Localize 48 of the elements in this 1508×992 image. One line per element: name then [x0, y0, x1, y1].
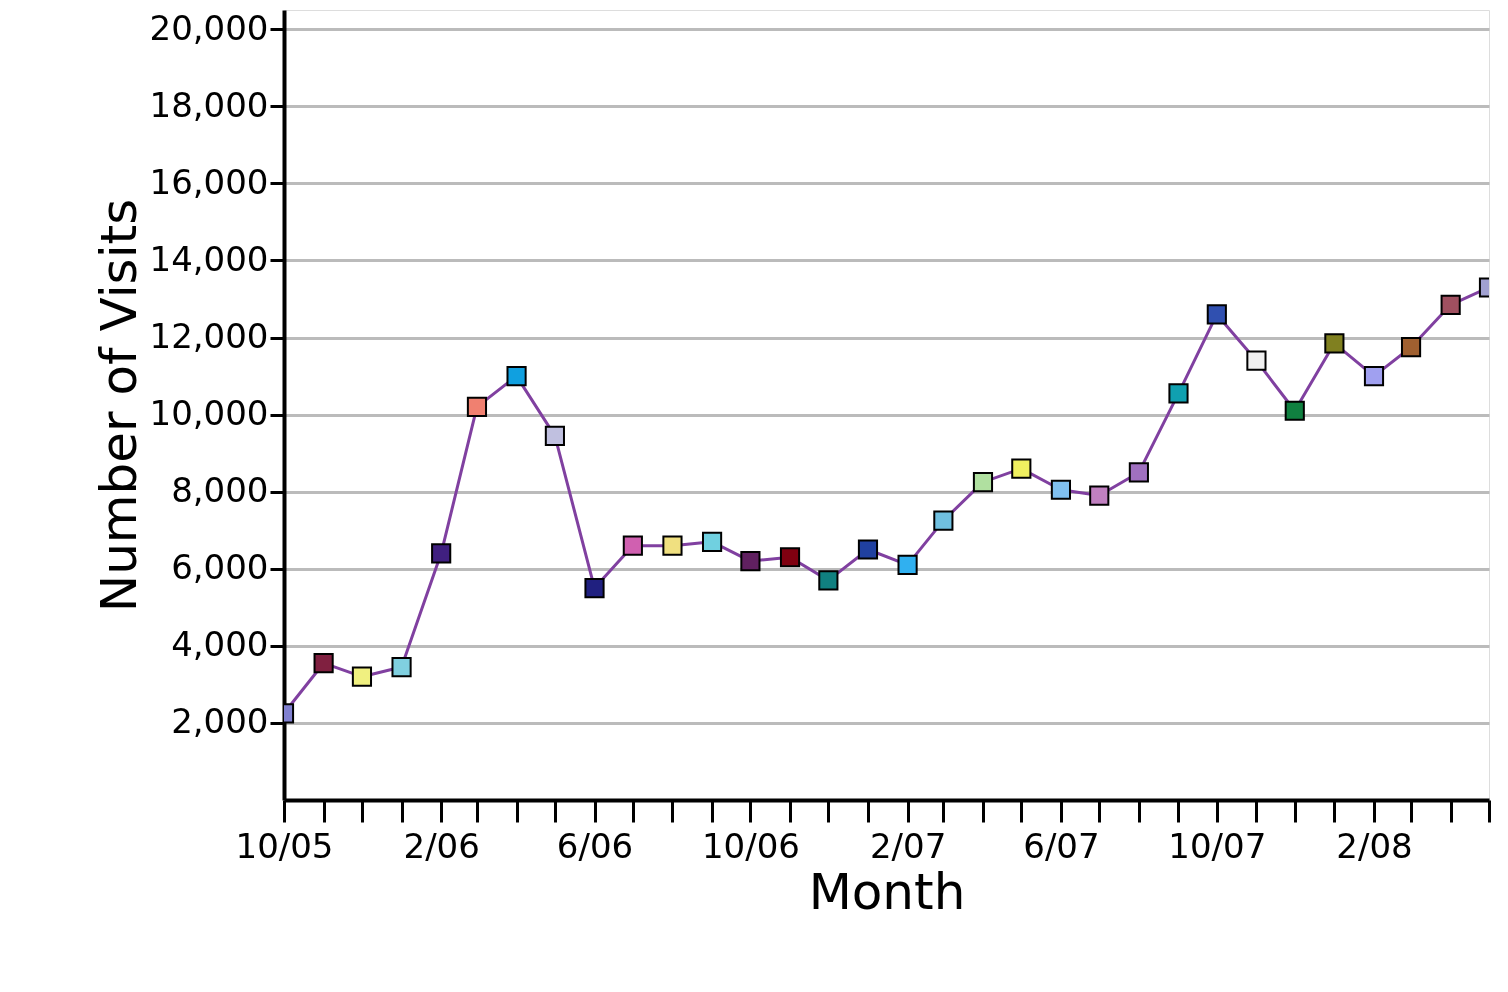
point — [1324, 333, 1345, 354]
y-tick-label: 20,000 — [149, 7, 269, 48]
point — [391, 656, 412, 678]
x-tick-label: 2/08 — [1336, 825, 1413, 866]
point — [1363, 366, 1385, 387]
point — [544, 425, 565, 446]
x-tick-label: 6/07 — [1023, 825, 1100, 866]
point — [1284, 400, 1305, 421]
point — [622, 535, 643, 556]
point — [313, 653, 334, 674]
point — [1206, 304, 1227, 325]
point — [857, 539, 879, 560]
point — [972, 471, 994, 493]
point — [1011, 458, 1032, 479]
y-tick-label: 2,000 — [171, 701, 269, 742]
point — [818, 570, 839, 591]
point — [1400, 337, 1422, 358]
y-tick-label: 8,000 — [171, 470, 269, 511]
point — [701, 531, 723, 552]
point — [933, 510, 954, 531]
point — [1089, 485, 1110, 506]
point — [1128, 462, 1149, 483]
point — [740, 550, 761, 572]
y-axis-title: Number of Visits — [89, 198, 148, 613]
x-tick-label: 6/06 — [556, 825, 634, 866]
y-tick-label: 10,000 — [149, 393, 269, 434]
y-tick-label: 18,000 — [149, 84, 269, 125]
point — [897, 554, 918, 576]
x-tick-label: 10/07 — [1168, 825, 1267, 866]
x-tick-label: 10/05 — [235, 825, 334, 866]
x-tick-label: 10/06 — [701, 825, 800, 866]
point — [1246, 350, 1267, 371]
point — [351, 666, 373, 687]
point — [584, 577, 605, 599]
y-tick-label: 16,000 — [149, 161, 269, 202]
point — [466, 396, 488, 418]
point — [662, 535, 683, 556]
point — [506, 366, 527, 387]
x-tick-label: 2/06 — [403, 825, 480, 866]
y-tick-label: 4,000 — [171, 624, 269, 665]
y-tick-label: 6,000 — [171, 547, 269, 588]
point — [1440, 294, 1461, 315]
point — [1050, 479, 1072, 500]
y-tick-label: 12,000 — [149, 316, 269, 357]
point — [779, 547, 801, 568]
y-tick-label: 14,000 — [149, 238, 269, 279]
point — [1168, 383, 1189, 404]
point — [431, 543, 452, 564]
